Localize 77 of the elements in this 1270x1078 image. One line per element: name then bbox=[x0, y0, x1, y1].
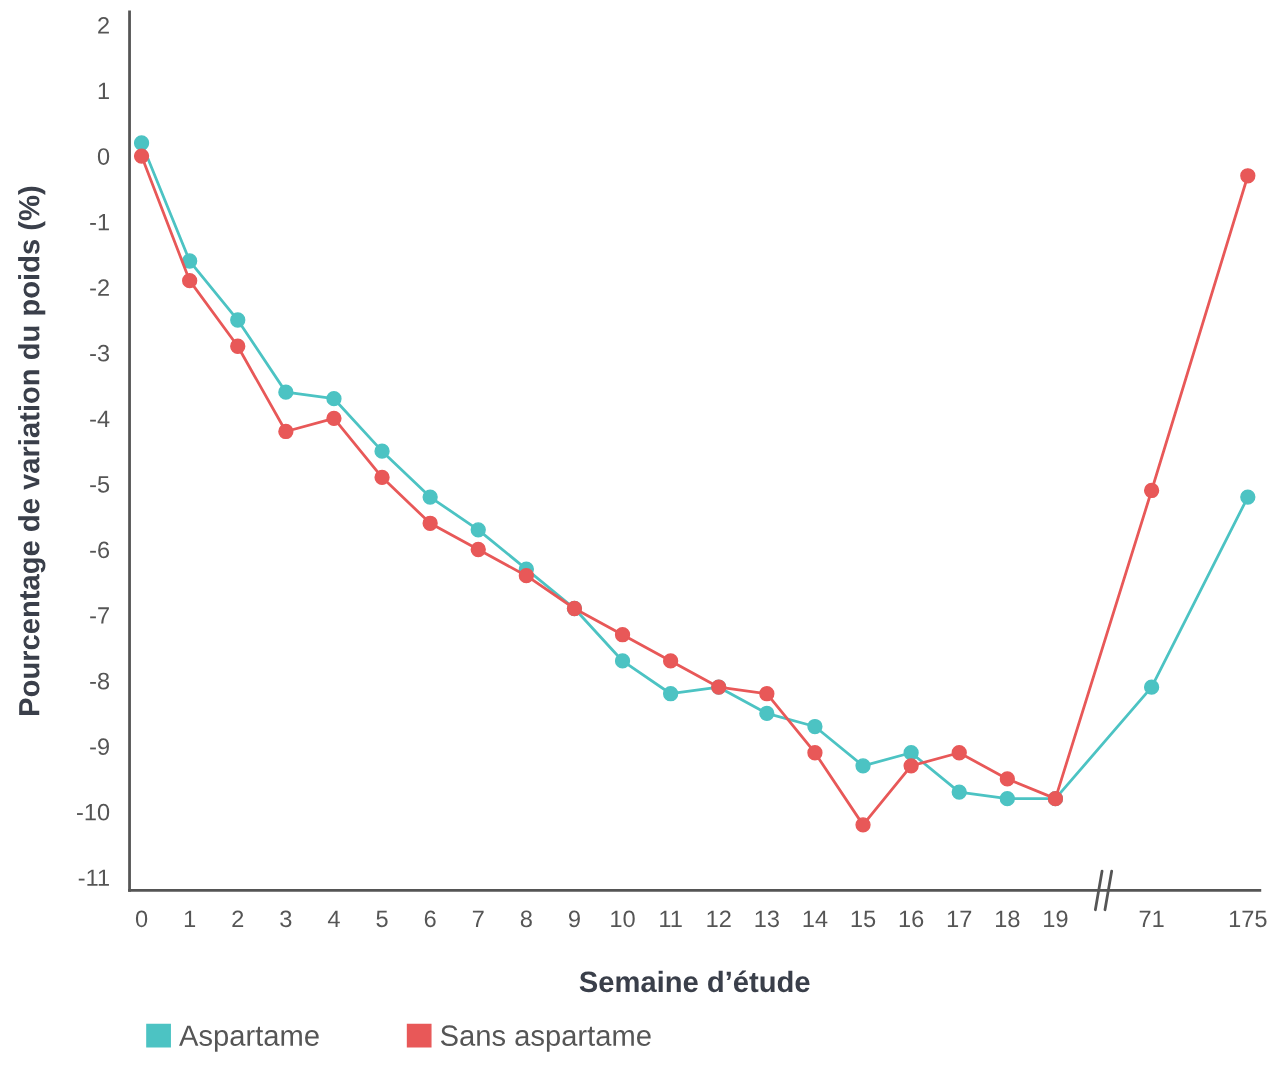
legend-label: Sans aspartame bbox=[440, 1025, 651, 1052]
x-tick-label: 9 bbox=[568, 910, 580, 928]
point bbox=[374, 443, 390, 459]
x-tick-label: 7 bbox=[472, 910, 484, 927]
point bbox=[999, 771, 1015, 787]
y-tick-label: -6 bbox=[90, 541, 110, 559]
point bbox=[518, 568, 534, 584]
x-tick-label: 2 bbox=[232, 910, 244, 927]
point bbox=[855, 817, 871, 833]
point bbox=[133, 148, 150, 164]
point bbox=[133, 135, 150, 151]
x-tick-label: 18 bbox=[996, 910, 1020, 928]
point bbox=[1240, 168, 1256, 184]
legend-label: Aspartame bbox=[179, 1025, 319, 1052]
x-tick-label: 19 bbox=[1044, 910, 1068, 928]
y-tick-label: -3 bbox=[90, 344, 110, 362]
point bbox=[470, 541, 486, 558]
point bbox=[903, 745, 919, 761]
y-tick-label: -8 bbox=[90, 672, 110, 690]
point bbox=[182, 253, 198, 269]
y-axis-title: Pourcentage de variation du poids (%) bbox=[18, 186, 46, 715]
point bbox=[326, 410, 342, 427]
point bbox=[614, 653, 631, 669]
y-tick-label: -11 bbox=[78, 869, 109, 886]
point bbox=[951, 784, 967, 800]
point bbox=[663, 686, 679, 702]
point bbox=[374, 469, 390, 486]
point bbox=[999, 790, 1015, 807]
point bbox=[807, 718, 823, 735]
x-tick-label: 16 bbox=[899, 910, 924, 928]
point bbox=[903, 758, 919, 774]
y-tick-label: 2 bbox=[98, 17, 109, 34]
y-tick-label: -4 bbox=[90, 410, 110, 427]
x-axis-title: Semaine d’étude bbox=[579, 970, 810, 993]
point bbox=[230, 312, 246, 328]
point bbox=[278, 423, 294, 440]
point bbox=[759, 686, 775, 702]
x-tick-label: 3 bbox=[280, 910, 292, 928]
point bbox=[951, 745, 967, 761]
x-tick-label: 175 bbox=[1229, 910, 1267, 928]
y-tick-label: 0 bbox=[97, 148, 110, 165]
x-tick-label: 13 bbox=[755, 910, 779, 928]
point bbox=[422, 515, 438, 531]
x-tick-label: 11 bbox=[660, 910, 682, 927]
x-tick-label: 4 bbox=[327, 910, 340, 927]
x-tick-label: 6 bbox=[424, 910, 436, 928]
point bbox=[326, 391, 342, 407]
x-tick-label: 0 bbox=[135, 910, 148, 928]
y-tick-label: -5 bbox=[90, 476, 110, 493]
y-tick-label: -7 bbox=[90, 607, 109, 624]
x-tick-label: 71 bbox=[1139, 910, 1164, 927]
x-tick-label: 15 bbox=[851, 910, 876, 928]
point bbox=[614, 627, 631, 643]
point bbox=[182, 273, 198, 289]
x-tick-label: 17 bbox=[947, 910, 972, 927]
x-tick-label: 10 bbox=[611, 910, 635, 928]
point bbox=[422, 489, 438, 505]
x-tick-label: 14 bbox=[803, 910, 828, 927]
y-tick-label: 1 bbox=[98, 82, 109, 100]
point bbox=[1143, 482, 1160, 499]
point bbox=[855, 758, 871, 774]
point bbox=[807, 745, 823, 761]
point bbox=[1143, 679, 1160, 695]
x-tick-label: 12 bbox=[707, 910, 731, 927]
x-tick-label: 1 bbox=[184, 910, 196, 927]
point bbox=[1240, 489, 1256, 505]
x-tick-label: 5 bbox=[376, 910, 388, 928]
point bbox=[470, 522, 486, 538]
point bbox=[759, 705, 775, 722]
y-tick-label: -1 bbox=[90, 213, 109, 231]
point bbox=[230, 338, 246, 354]
point bbox=[663, 653, 679, 669]
y-tick-label: -10 bbox=[77, 803, 110, 821]
point bbox=[278, 384, 294, 400]
y-tick-label: -2 bbox=[90, 279, 109, 296]
x-tick-label: 8 bbox=[520, 910, 532, 928]
y-tick-label: -9 bbox=[90, 738, 109, 755]
